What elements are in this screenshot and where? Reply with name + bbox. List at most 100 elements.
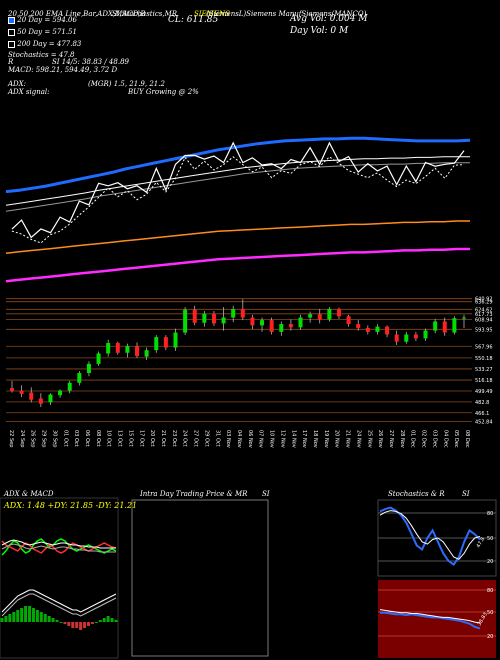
- date-tick-label: 24 Sep: [19, 430, 25, 447]
- candle-body: [67, 382, 72, 391]
- date-tick-label: 03 Nov: [225, 430, 231, 448]
- date-tick-label: 20 Nov: [334, 430, 340, 448]
- candle-body: [29, 392, 34, 400]
- adx-signal-label: ADX signal:: [8, 88, 50, 96]
- date-tick-label: 15 Oct: [127, 430, 133, 447]
- ema50-value-row: 50 Day = 571.51: [8, 28, 77, 37]
- indicator-list-label-2: SI,Stochastics,MR: [112, 10, 178, 18]
- macd-bar: [24, 606, 28, 622]
- date-tick-label: 24 Nov: [355, 430, 361, 448]
- stochastics-value: Stochastics = 47.8: [8, 51, 75, 59]
- macd-histogram: [0, 606, 118, 630]
- candle-body: [231, 309, 236, 318]
- macd-bar: [94, 622, 98, 623]
- adx-values: ADX: 1.48 +DY: 21.85 -DY: 21.21: [4, 501, 138, 510]
- date-tick-label: 21 Nov: [345, 430, 351, 448]
- macd-bar: [75, 622, 79, 628]
- date-tick-label: 27 Nov: [388, 430, 394, 448]
- adx-label: ADX:: [8, 80, 27, 88]
- macd-bar: [28, 606, 32, 622]
- candle-body: [240, 309, 245, 318]
- adx-signal-value: BUY Growing @ 2%: [128, 88, 199, 96]
- date-tick-label: 14 Nov: [290, 430, 296, 448]
- day-volume: Day Vol: 0 M: [290, 26, 349, 36]
- candle-body: [202, 313, 207, 323]
- date-tick-label: 29 Sep: [41, 430, 47, 447]
- candle-body: [96, 353, 101, 364]
- candle-body: [173, 332, 178, 348]
- macd-signal-line: [1, 593, 117, 617]
- adx-value: (MGR) 1.5, 21.9, 21.2: [88, 80, 165, 88]
- price-gridlines: [6, 298, 472, 422]
- candle-body: [77, 373, 82, 383]
- si-20-label: 20: [487, 634, 493, 640]
- date-tick-label: 02 Dec: [421, 430, 427, 448]
- ema20-text: 20 Day = 594.06: [17, 16, 77, 24]
- ema20-value-row: 20 Day = 594.06: [8, 16, 77, 25]
- candle-body: [38, 398, 43, 404]
- intraday-panel: [131, 499, 269, 657]
- macd-bar: [114, 620, 118, 622]
- price-tick-label: 452.84: [475, 419, 493, 425]
- date-tick-label: 23 Oct: [171, 430, 177, 447]
- ticker-label: SIEMENS: [194, 10, 230, 18]
- price-tick-label: 533.27: [475, 367, 493, 373]
- date-tick-label: 19 Nov: [323, 430, 329, 448]
- candle-body: [288, 324, 293, 328]
- stoch-50-label: 50: [487, 536, 493, 542]
- ema50-text: 50 Day = 571.51: [17, 28, 77, 36]
- stoch-d-line: [379, 510, 481, 560]
- macd-bar: [79, 622, 83, 630]
- ema200-text: 200 Day = 477.83: [17, 40, 82, 48]
- candle-body: [365, 327, 370, 332]
- candle-body: [442, 321, 447, 333]
- ema50-band-line: [5, 162, 470, 212]
- date-tick-label: 28 Nov: [399, 430, 405, 448]
- r-label: R: [8, 58, 14, 66]
- date-tick-label: 26 Sep: [30, 430, 36, 447]
- candle-body: [298, 317, 303, 328]
- macd-bar: [71, 622, 75, 628]
- macd-value: MACD: 598.21, 594.49, 3.72 D: [8, 66, 118, 74]
- candle-body: [125, 346, 130, 353]
- candle-body: [385, 326, 390, 335]
- macd-bar: [39, 612, 43, 622]
- date-tick-label: 01 Dec: [410, 430, 416, 448]
- stoch-20-label: 20: [487, 559, 493, 565]
- candle-body: [413, 334, 418, 339]
- candle-body: [404, 334, 409, 342]
- macd-bar: [102, 618, 106, 622]
- date-tick-label: 22 Sep: [8, 430, 14, 447]
- date-tick-label: 30 Sep: [51, 430, 57, 447]
- ema200-swatch: [8, 40, 15, 48]
- adx-line: [1, 539, 116, 549]
- candle-body: [183, 309, 188, 333]
- candle-body: [260, 320, 265, 326]
- candle-body: [10, 388, 14, 391]
- ema50-line: [5, 156, 470, 206]
- candle-body: [279, 324, 284, 332]
- adx-panel-frame: [0, 497, 119, 659]
- candle-body: [327, 309, 332, 320]
- macd-bar: [31, 608, 35, 622]
- date-tick-label: 01 Oct: [62, 430, 68, 447]
- price-line: [11, 141, 465, 239]
- stoch-80-label: 80: [487, 511, 493, 517]
- date-tick-label: 17 Oct: [138, 430, 144, 447]
- macd-bar: [55, 620, 59, 622]
- candles: [10, 299, 466, 407]
- date-tick-label: 21 Oct: [160, 430, 166, 447]
- ema200-line: [5, 220, 470, 254]
- ema20-swatch: [8, 16, 15, 24]
- price-tick-label: 624.62: [475, 307, 493, 313]
- date-tick-label: 08 Oct: [95, 430, 101, 447]
- close-price: CL: 611.85: [168, 15, 219, 25]
- candle-body: [48, 394, 53, 403]
- candle-body: [336, 309, 341, 317]
- company-label: (SiemensL)Siemens ManufSiemens(MANCO): [206, 10, 367, 18]
- price-tick-label: 550.18: [475, 356, 493, 362]
- macd-bar: [4, 616, 8, 622]
- date-tick-label: 03 Oct: [73, 430, 79, 447]
- macd-bar: [63, 622, 67, 624]
